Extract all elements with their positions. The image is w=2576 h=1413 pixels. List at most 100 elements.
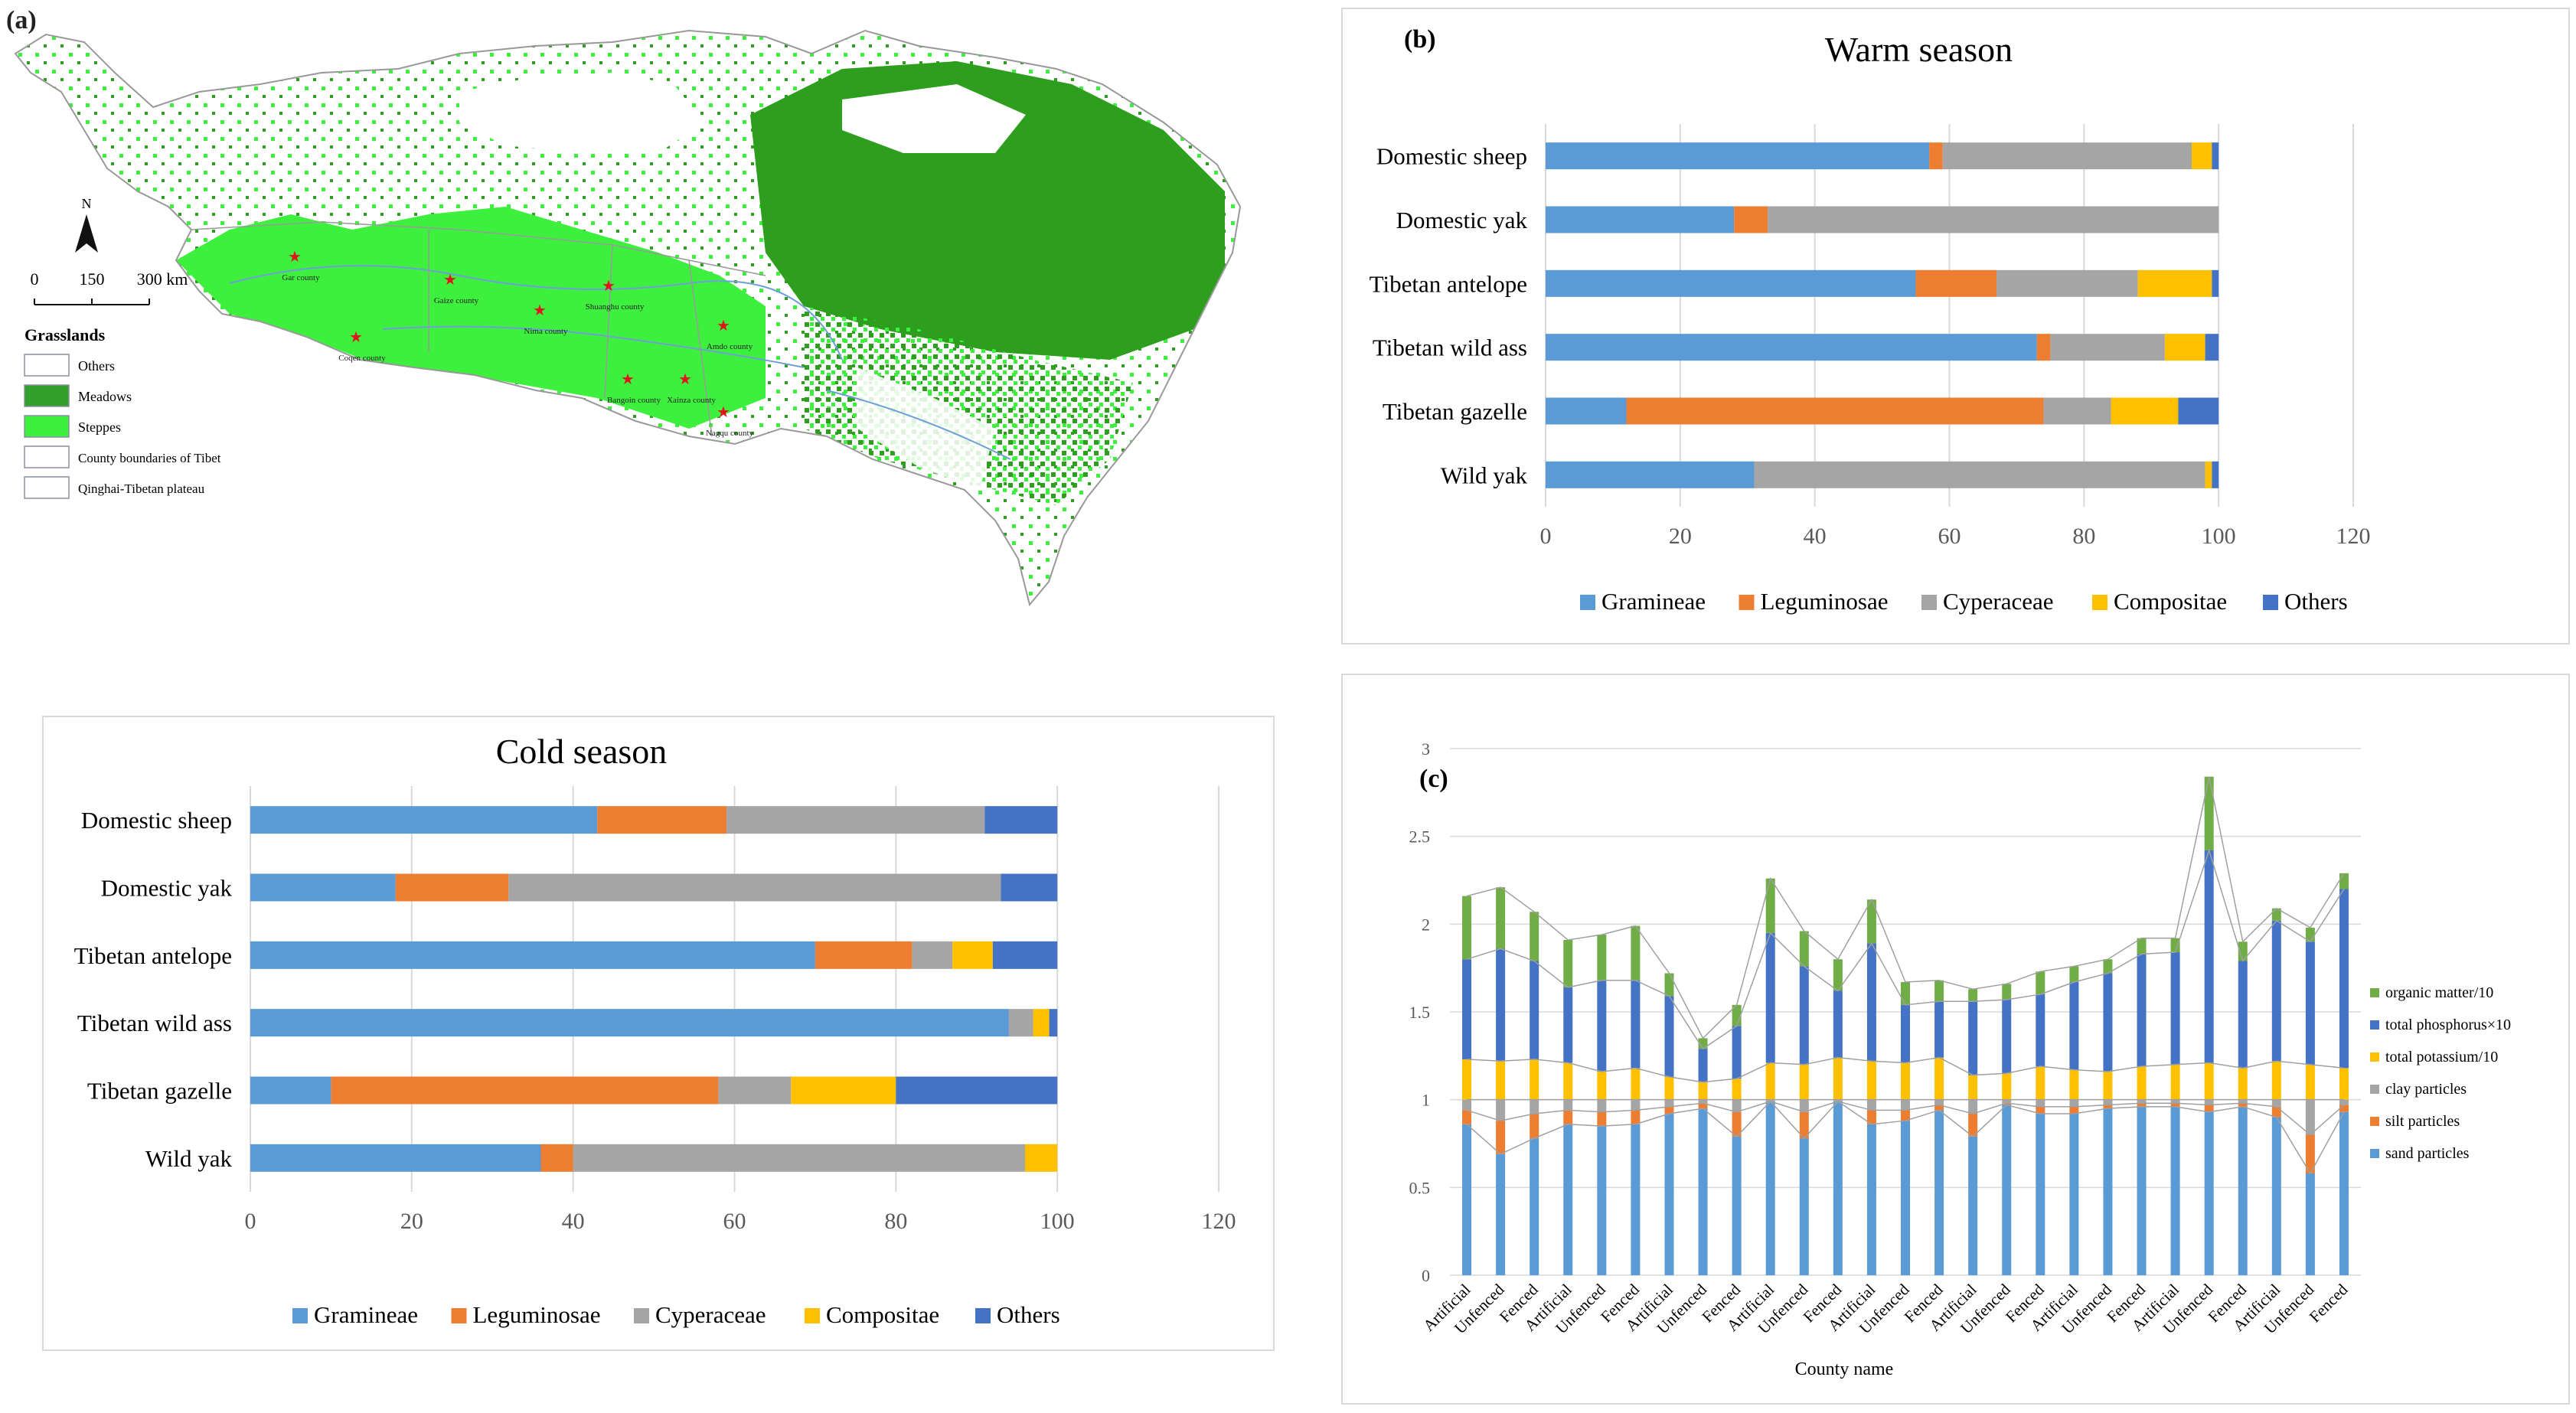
bar-total-potassium-10 bbox=[2238, 1068, 2248, 1100]
bar-gramineae bbox=[1546, 334, 2037, 361]
bar-sand-particles bbox=[2271, 1117, 2281, 1275]
bar-cyperaceae bbox=[508, 873, 1001, 902]
x-tick-label: 100 bbox=[1040, 1209, 1075, 1234]
bar-clay-particles bbox=[2170, 1099, 2180, 1104]
bar-organic-matter-10 bbox=[2339, 873, 2349, 889]
bar-total-phosphorus-10 bbox=[1968, 1001, 1978, 1075]
bar-clay-particles bbox=[2204, 1099, 2214, 1105]
bar-sand-particles bbox=[1631, 1124, 1641, 1275]
county-star-icon: ★ bbox=[678, 371, 692, 388]
bar-clay-particles bbox=[1664, 1099, 1674, 1107]
legend-label: silt particles bbox=[2385, 1113, 2460, 1130]
bar-gramineae bbox=[250, 1076, 331, 1105]
bar-gramineae bbox=[250, 873, 396, 902]
bar-gramineae bbox=[250, 1144, 541, 1172]
bar-organic-matter-10 bbox=[1799, 931, 1809, 967]
y-tick-label: 0.5 bbox=[1409, 1178, 1431, 1197]
category-label: Tibetan antelope bbox=[74, 942, 232, 969]
y-tick-label: 1.5 bbox=[1409, 1003, 1431, 1022]
bar-total-phosphorus-10 bbox=[2069, 982, 2079, 1070]
bar-total-potassium-10 bbox=[1462, 1059, 1472, 1100]
bar-sand-particles bbox=[1462, 1124, 1472, 1275]
bar-gramineae bbox=[1546, 269, 1916, 297]
bar-gramineae bbox=[1546, 142, 1930, 170]
bar-sand-particles bbox=[2036, 1114, 2045, 1275]
legend-swatch-sand-particles bbox=[2370, 1149, 2379, 1158]
legend-swatch-cyperaceae bbox=[634, 1308, 649, 1323]
bar-total-phosphorus-10 bbox=[1563, 987, 1573, 1063]
legend-swatch-total-potassium-10 bbox=[2370, 1052, 2379, 1062]
bar-total-potassium-10 bbox=[2204, 1062, 2214, 1100]
bar-total-phosphorus-10 bbox=[2002, 999, 2012, 1074]
bar-compositae bbox=[1025, 1144, 1058, 1172]
svg-text:300 km: 300 km bbox=[137, 269, 188, 289]
bar-total-phosphorus-10 bbox=[2204, 850, 2214, 1063]
bar-clay-particles bbox=[2339, 1099, 2349, 1105]
bar-cyperaceae bbox=[718, 1076, 792, 1105]
bar-total-phosphorus-10 bbox=[2137, 954, 2147, 1067]
bar-sand-particles bbox=[1597, 1126, 1607, 1275]
bar-total-phosphorus-10 bbox=[2305, 941, 2315, 1065]
svg-text:150: 150 bbox=[80, 269, 105, 289]
category-label: Wild yak bbox=[145, 1145, 233, 1172]
bar-total-phosphorus-10 bbox=[1496, 948, 1506, 1062]
series-line-sand-particles bbox=[1466, 1100, 2345, 1175]
bar-gramineae bbox=[1546, 461, 1755, 488]
bar-total-phosphorus-10 bbox=[1866, 943, 1876, 1062]
county-label: Coqen county bbox=[338, 354, 386, 363]
bar-cyperaceae bbox=[1942, 142, 2192, 170]
y-tick-label: 0 bbox=[1422, 1266, 1430, 1285]
legend-swatch-clay-particles bbox=[2370, 1085, 2379, 1094]
chart-title: Warm season bbox=[1825, 30, 2013, 69]
bar-total-potassium-10 bbox=[2036, 1066, 2045, 1100]
bar-sand-particles bbox=[2204, 1111, 2214, 1275]
bar-organic-matter-10 bbox=[2103, 959, 2113, 974]
plateau-map: ★ Gar county ★ Gaize county ★ Shuanghu county… bbox=[15, 30, 1241, 605]
legend-swatch-county-boundaries-of-tibet bbox=[24, 445, 70, 468]
y-tick-label: 2 bbox=[1422, 915, 1430, 934]
x-tick-label: 40 bbox=[562, 1209, 585, 1234]
county-label: Gar county bbox=[282, 273, 320, 282]
bar-clay-particles bbox=[1765, 1099, 1775, 1101]
category-label: Domestic yak bbox=[1396, 207, 1528, 233]
bar-organic-matter-10 bbox=[1664, 973, 1674, 997]
bar-clay-particles bbox=[2238, 1099, 2248, 1104]
bar-cyperaceae bbox=[1008, 1009, 1033, 1037]
county-star-icon: ★ bbox=[349, 329, 363, 346]
bar-silt-particles bbox=[1698, 1103, 1708, 1109]
bar-silt-particles bbox=[1968, 1114, 1978, 1137]
legend-swatch-compositae bbox=[805, 1308, 820, 1323]
map-legend: Grasslands Others Meadows Steppes County bo… bbox=[24, 325, 221, 499]
bar-total-potassium-10 bbox=[2002, 1073, 2012, 1100]
bar-others bbox=[2205, 334, 2219, 361]
x-tick-label: Fenced bbox=[2306, 1280, 2352, 1326]
bar-organic-matter-10 bbox=[2002, 984, 2012, 1000]
legend-label: Compositae bbox=[826, 1301, 939, 1328]
legend-label: Qinghai-Tibetan plateau bbox=[78, 481, 205, 496]
x-tick-label: 0 bbox=[1540, 524, 1552, 549]
legend-label: Gramineae bbox=[314, 1301, 418, 1328]
bar-silt-particles bbox=[1462, 1110, 1472, 1124]
legend-label: Others bbox=[997, 1301, 1060, 1328]
bar-total-potassium-10 bbox=[1597, 1071, 1607, 1100]
bar-total-potassium-10 bbox=[1563, 1062, 1573, 1100]
bar-compositae bbox=[952, 941, 993, 969]
bar-sand-particles bbox=[1866, 1124, 1876, 1275]
x-tick-label: 60 bbox=[723, 1209, 746, 1234]
bar-silt-particles bbox=[2069, 1106, 2079, 1114]
county-star-icon: ★ bbox=[288, 249, 302, 266]
bar-leguminosae bbox=[395, 873, 509, 902]
bar-total-phosphorus-10 bbox=[1934, 1001, 1944, 1058]
y-tick-label: 3 bbox=[1422, 739, 1430, 759]
legend-swatch-others bbox=[2263, 595, 2278, 610]
x-tick-label: 40 bbox=[1804, 524, 1827, 549]
bar-sand-particles bbox=[2002, 1105, 2012, 1275]
county-star-icon: ★ bbox=[602, 278, 615, 295]
county-star-icon: ★ bbox=[443, 272, 457, 289]
bar-organic-matter-10 bbox=[2069, 966, 2079, 983]
bar-compositae bbox=[2111, 397, 2179, 425]
bar-silt-particles bbox=[2036, 1106, 2045, 1114]
bar-total-potassium-10 bbox=[1765, 1062, 1775, 1100]
bar-clay-particles bbox=[1597, 1099, 1607, 1112]
county-label: Bangoin county bbox=[607, 396, 661, 405]
